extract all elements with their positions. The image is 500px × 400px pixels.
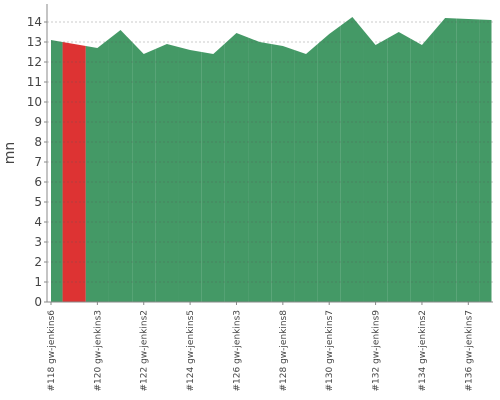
area-segment [479,19,492,302]
area-segment [85,39,109,302]
y-tick-label: 5 [34,195,42,209]
x-tick-label: #118 gw-jenkins6 [47,310,57,392]
area-segment [317,25,341,302]
y-tick-label: 0 [34,295,42,309]
y-tick-label: 4 [34,215,42,229]
x-tick-label: #136 gw-jenkins7 [464,310,474,391]
y-tick-label: 11 [27,75,42,89]
area-segment [155,44,179,302]
x-tick-label: #126 gw-jenkins3 [232,310,242,391]
x-tick-label: #124 gw-jenkins5 [186,310,196,391]
y-tick-label: 13 [27,35,42,49]
area-segment [294,44,318,302]
x-tick-label: #130 gw-jenkins7 [325,310,335,391]
x-tick-label: #128 gw-jenkins8 [279,310,289,392]
x-tick-label: #120 gw-jenkins3 [93,310,103,391]
y-tick-label: 3 [34,235,42,249]
area-segment [271,44,295,302]
y-axis-label: mn [2,142,18,165]
area-segment [387,32,411,302]
y-tick-label: 2 [34,255,42,269]
area-segment [410,31,434,302]
y-tick-label: 1 [34,275,42,289]
y-tick-label: 14 [27,15,42,29]
area-segment [178,47,202,302]
area-segment [62,42,86,302]
area-segment [51,40,63,302]
y-tick-label: 12 [27,55,42,69]
area-segment [132,42,156,302]
y-tick-label: 10 [27,95,42,109]
area-segment [340,17,364,302]
area-segment [456,18,480,302]
area-segment [224,33,249,302]
y-tick-label: 9 [34,115,42,129]
area-segment [363,31,388,302]
x-tick-label: #122 gw-jenkins2 [140,310,150,391]
area-segment [201,43,225,302]
y-tick-label: 8 [34,135,42,149]
x-tick-label: #132 gw-jenkins9 [372,310,382,392]
y-tick-label: 6 [34,175,42,189]
area-segment [433,18,457,302]
area-segment [248,37,272,302]
area-segment [108,30,133,302]
x-tick-label: #134 gw-jenkins2 [418,310,428,391]
y-tick-label: 7 [34,155,42,169]
